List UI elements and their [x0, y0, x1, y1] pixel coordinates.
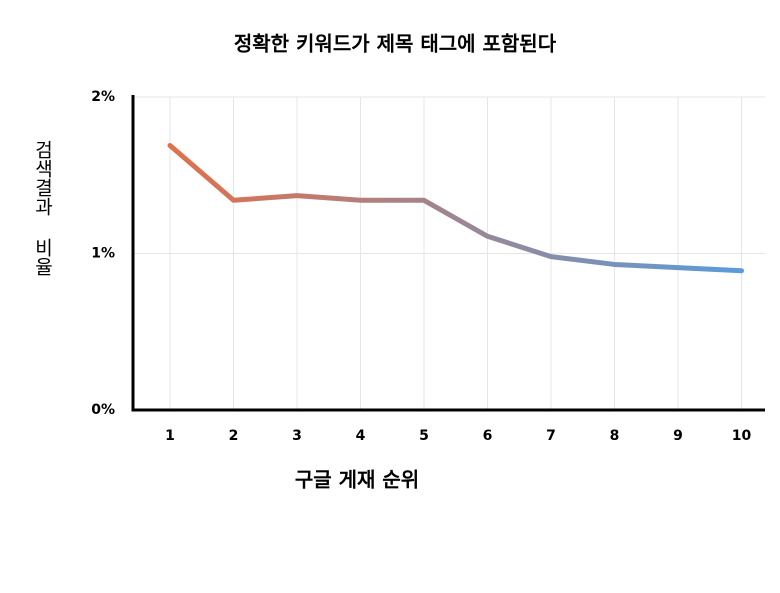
y-axis-label: 검색결과 비율	[32, 140, 54, 276]
line	[167, 143, 744, 274]
y-tick-label: 0%	[91, 402, 115, 418]
plot	[167, 143, 744, 274]
x-tick-label: 7	[546, 428, 556, 444]
y-tick-label: 2%	[91, 89, 115, 105]
x-tick-label: 10	[732, 428, 752, 444]
x-tick-label: 2	[229, 428, 239, 444]
x-tick-label: 5	[419, 428, 429, 444]
x-tick-label: 9	[673, 428, 683, 444]
grid	[133, 96, 765, 411]
chart-title: 정확한 키워드가 제목 태그에 포함된다	[234, 32, 557, 56]
y-tick-label: 1%	[91, 246, 115, 262]
x-tick-label: 1	[165, 428, 175, 444]
x-tick-label: 3	[292, 428, 302, 444]
x-tick-label: 6	[483, 428, 493, 444]
x-tick-label: 8	[610, 428, 620, 444]
x-axis-label: 구글 게재 순위	[295, 468, 419, 492]
x-tick-label: 4	[356, 428, 366, 444]
